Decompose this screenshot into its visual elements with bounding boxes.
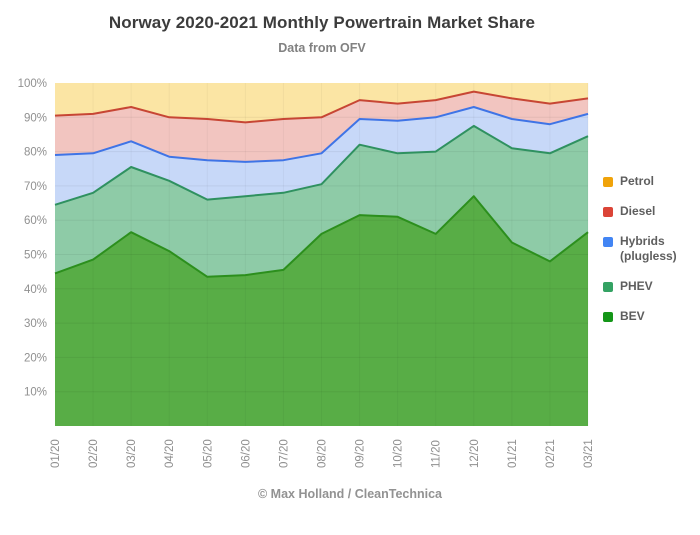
y-axis-tick-label: 50%	[24, 250, 47, 262]
area-series-diesel	[55, 91, 588, 162]
legend-swatch-icon	[603, 312, 613, 322]
line-series-hybrids-plugless-	[54, 106, 589, 163]
legend-item-phev: PHEV	[603, 279, 698, 294]
legend-swatch-icon	[603, 237, 613, 247]
legend-label: BEV	[620, 309, 645, 323]
x-axis-tick-label: 10/20	[393, 439, 405, 468]
legend-item-hybrids-plugless-: Hybrids (plugless)	[603, 234, 698, 264]
y-axis-tick-label: 20%	[24, 352, 47, 364]
x-axis-tick-label: 02/21	[545, 439, 557, 468]
legend-label: Petrol	[620, 174, 655, 188]
legend-label: Diesel	[620, 204, 656, 218]
legend-swatch-icon	[603, 177, 613, 187]
y-axis-tick-label: 100%	[18, 78, 47, 90]
legend-swatch-icon	[603, 207, 613, 217]
x-axis-tick-label: 02/20	[88, 439, 100, 468]
line-series-diesel	[54, 90, 589, 124]
y-axis-tick-label: 80%	[24, 147, 47, 159]
x-axis-tick-label: 01/20	[50, 439, 62, 468]
y-axis-tick-label: 40%	[24, 284, 47, 296]
chart-footer: © Max Holland / CleanTechnica	[257, 487, 443, 501]
area-series-hybrids-plugless-	[55, 107, 588, 205]
y-axis-tick-label: 60%	[24, 215, 47, 227]
x-axis-tick-label: 04/20	[164, 439, 176, 468]
chart-subtitle: Data from OFV	[278, 41, 366, 55]
x-axis-tick-label: 09/20	[355, 439, 367, 468]
legend: Petrol Diesel Hybrids (plugless) PHEV BEV	[603, 174, 698, 339]
line-series-phev	[54, 124, 589, 206]
legend-label: PHEV	[620, 279, 653, 293]
legend-item-bev: BEV	[603, 309, 698, 324]
area-series-phev	[55, 125, 588, 277]
x-axis-tick-label: 12/20	[469, 439, 481, 468]
legend-label: Hybrids (plugless)	[620, 234, 677, 263]
y-axis-tick-label: 10%	[24, 387, 47, 399]
x-axis-tick-label: 05/20	[202, 439, 214, 468]
legend-item-diesel: Diesel	[603, 204, 698, 219]
y-axis-tick-label: 70%	[24, 181, 47, 193]
x-axis-tick-label: 07/20	[278, 439, 290, 468]
x-axis-tick-label: 11/20	[431, 440, 443, 468]
chart-title: Norway 2020-2021 Monthly Powertrain Mark…	[108, 13, 536, 32]
legend-swatch-icon	[603, 282, 613, 292]
x-axis-tick-label: 06/20	[240, 439, 252, 468]
line-series-bev	[54, 195, 589, 278]
x-axis-tick-label: 08/20	[317, 439, 329, 468]
x-axis-tick-label: 03/21	[583, 439, 595, 468]
area-series-petrol	[55, 83, 588, 123]
area-series-bev	[55, 196, 588, 426]
x-axis-tick-label: 01/21	[507, 439, 519, 468]
y-axis-tick-label: 90%	[24, 112, 47, 124]
x-axis-tick-label: 03/20	[126, 439, 138, 468]
legend-item-petrol: Petrol	[603, 174, 698, 189]
y-axis-tick-label: 30%	[24, 318, 47, 330]
